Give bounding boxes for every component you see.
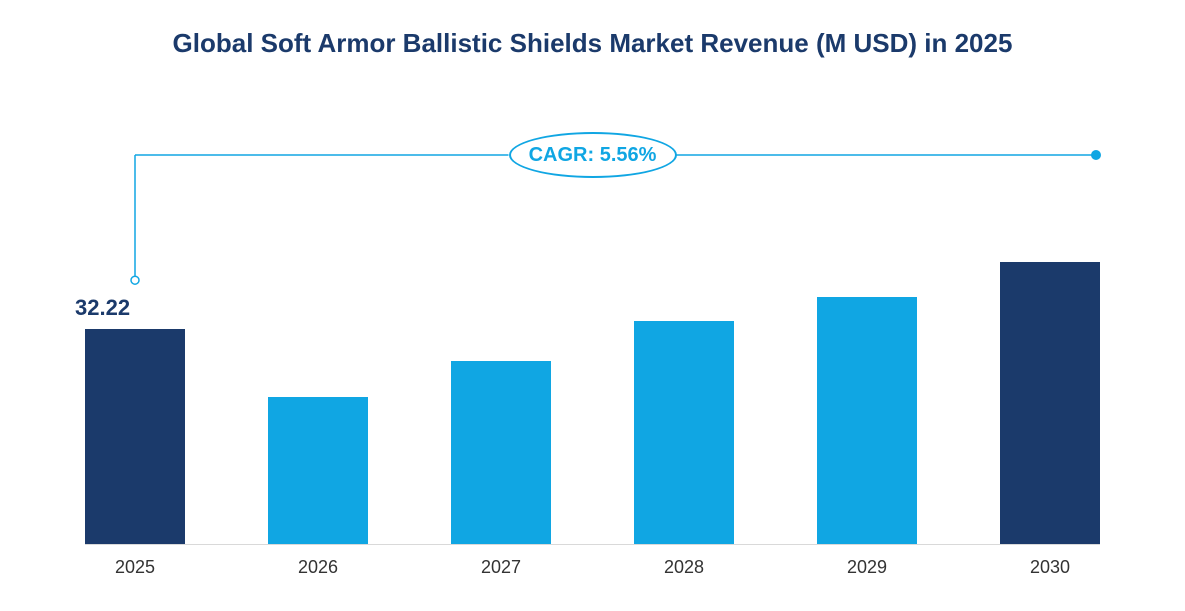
bar	[451, 361, 551, 544]
bar	[268, 397, 368, 544]
x-tick-label: 2027	[451, 557, 551, 578]
bar	[1000, 262, 1100, 544]
x-tick-label: 2029	[817, 557, 917, 578]
chart-title: Global Soft Armor Ballistic Shields Mark…	[0, 0, 1185, 59]
bar	[634, 321, 734, 544]
x-tick-label: 2028	[634, 557, 734, 578]
x-tick-label: 2030	[1000, 557, 1100, 578]
bar-value-label: 32.22	[75, 295, 130, 321]
bar	[817, 297, 917, 544]
x-tick-label: 2026	[268, 557, 368, 578]
x-axis-labels: 2025 2026 2027 2028 2029 2030	[85, 545, 1100, 585]
chart-area: 32.22 CAGR: 5.56% 2025202620272028202920…	[85, 145, 1100, 585]
x-tick-label: 2025	[85, 557, 185, 578]
bar-plot: 32.22	[85, 145, 1100, 545]
cagr-label: CAGR: 5.56%	[529, 144, 657, 167]
cagr-badge: CAGR: 5.56%	[509, 132, 677, 178]
bar	[85, 329, 185, 544]
